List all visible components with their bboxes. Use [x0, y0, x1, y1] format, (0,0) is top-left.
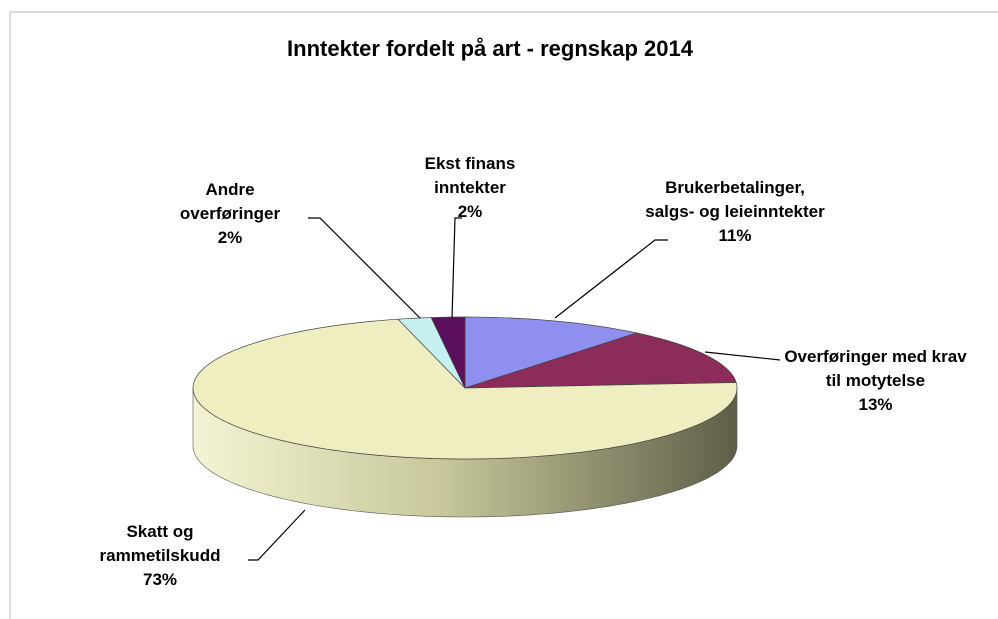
leader-line — [248, 509, 306, 561]
frame — [9, 11, 998, 619]
slice-label: Andre overføringer 2% — [155, 178, 305, 250]
category-label: Andre overføringer — [179, 180, 281, 223]
value-label: 2% — [457, 202, 483, 221]
chart-title: Inntekter fordelt på art - regnskap 2014 — [287, 36, 693, 61]
slice-label: Overføringer med krav til motytelse 13% — [778, 345, 973, 417]
leader-line — [704, 351, 781, 361]
value-label: 13% — [858, 395, 893, 414]
leader-line — [554, 239, 668, 319]
slice — [192, 318, 738, 460]
category-label: Overføringer med krav til motytelse — [784, 347, 967, 390]
slice — [430, 316, 466, 389]
slice-label: Ekst finans inntekter 2% — [415, 152, 525, 224]
value-label: 73% — [142, 570, 178, 589]
slice — [464, 316, 639, 389]
category-label: Skatt og rammetilskudd — [99, 522, 221, 565]
category-label: Ekst finans inntekter — [424, 154, 516, 197]
category-label: Brukerbetalinger, salgs- og leieinntekte… — [645, 178, 825, 221]
slice-label: Skatt og rammetilskudd 73% — [80, 520, 240, 592]
leader-line — [308, 217, 421, 319]
slice-label: Brukerbetalinger, salgs- og leieinntekte… — [640, 176, 830, 248]
value-label: 11% — [718, 226, 752, 245]
leader-line — [451, 217, 462, 319]
slice — [464, 332, 737, 389]
value-label: 2% — [217, 228, 243, 247]
